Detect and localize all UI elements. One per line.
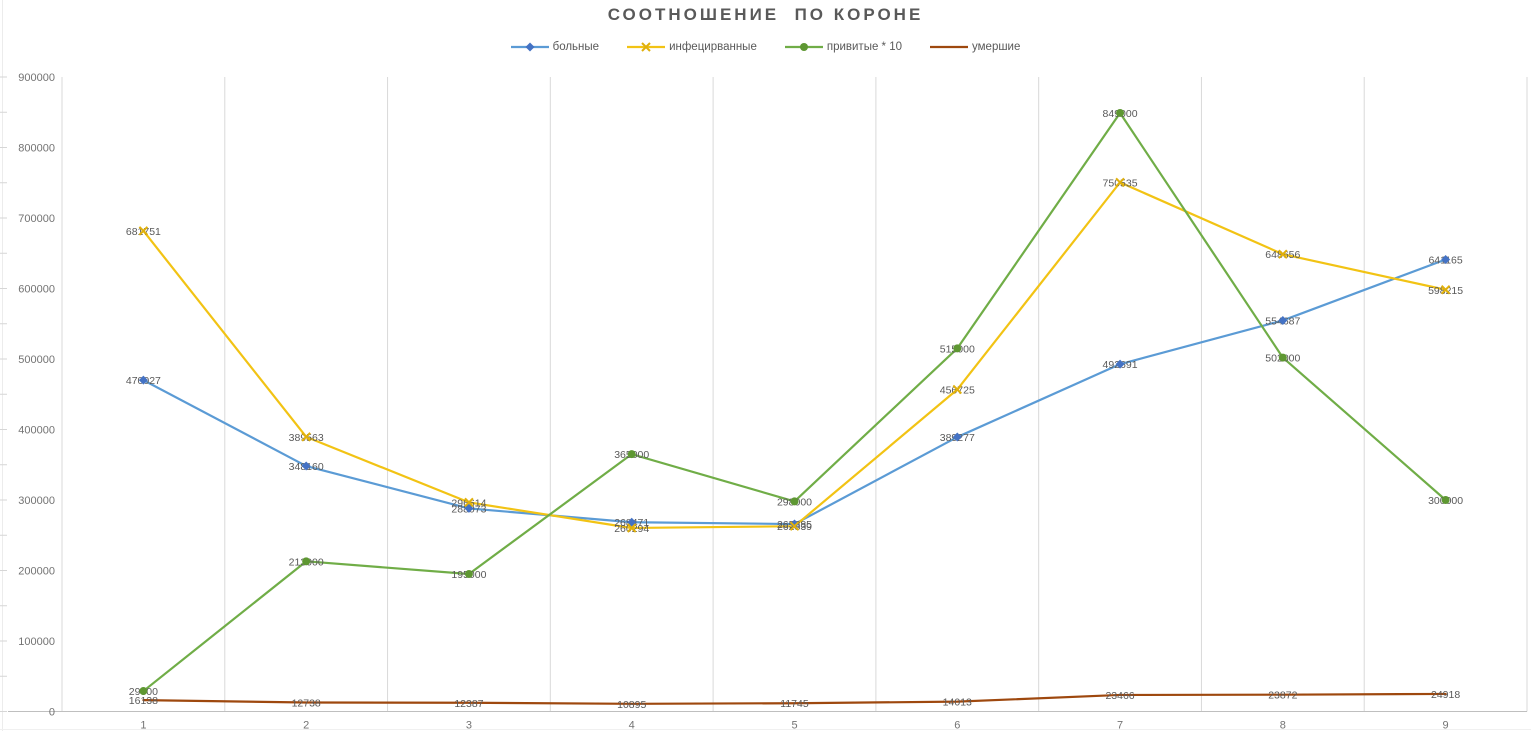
sheet-bottom-border bbox=[0, 729, 1531, 730]
x-tick-label: 2 bbox=[303, 720, 309, 731]
legend-swatch-icon bbox=[510, 42, 549, 52]
x-tick-label: 6 bbox=[954, 720, 960, 731]
circle-marker-icon[interactable] bbox=[302, 557, 311, 566]
data-label: 23872 bbox=[1268, 690, 1297, 702]
circle-marker-icon[interactable] bbox=[953, 344, 962, 353]
y-tick-label: 700000 bbox=[18, 213, 55, 225]
chart-title: СООТНОШЕНИЕ ПО КОРОНЕ bbox=[607, 5, 924, 24]
y-tick-label: 900000 bbox=[18, 72, 55, 84]
x-marker-icon[interactable] bbox=[301, 432, 311, 442]
y-tick-label: 500000 bbox=[18, 354, 55, 366]
data-label: 16138 bbox=[129, 695, 158, 707]
diamond-marker-icon[interactable] bbox=[1441, 254, 1451, 264]
diamond-marker-icon[interactable] bbox=[790, 519, 799, 529]
x-marker-icon[interactable] bbox=[1278, 249, 1288, 259]
data-label: 23466 bbox=[1105, 690, 1134, 702]
sheet-left-border bbox=[2, 0, 3, 731]
y-tick-label: 300000 bbox=[18, 495, 55, 507]
x-tick-label: 7 bbox=[1117, 720, 1123, 731]
series-line-0[interactable] bbox=[142, 258, 1447, 526]
data-label: 12738 bbox=[292, 698, 321, 710]
x-tick-label: 9 bbox=[1443, 720, 1449, 731]
legend-label: умершие bbox=[972, 41, 1021, 53]
y-tick-label: 200000 bbox=[18, 566, 55, 578]
y-tick-label: 800000 bbox=[18, 143, 55, 155]
circle-marker-icon[interactable] bbox=[627, 450, 636, 459]
x-tick-label: 1 bbox=[140, 720, 146, 731]
x-tick-label: 5 bbox=[791, 720, 797, 731]
x-marker-icon[interactable] bbox=[627, 523, 637, 533]
legend-label: инфециpванные bbox=[669, 41, 757, 53]
y-tick-label: 400000 bbox=[18, 425, 55, 437]
diamond-marker-icon[interactable] bbox=[1278, 315, 1288, 325]
circle-marker-icon[interactable] bbox=[790, 497, 799, 506]
x-marker-icon[interactable] bbox=[789, 521, 800, 531]
circle-marker-icon[interactable] bbox=[1278, 353, 1287, 362]
circle-marker-icon[interactable] bbox=[1116, 108, 1125, 117]
data-label: 12387 bbox=[454, 698, 483, 710]
legend-label: привитые * 10 bbox=[826, 41, 903, 53]
legend-swatch-icon bbox=[784, 43, 823, 51]
legend-label: больные bbox=[552, 41, 600, 53]
diamond-marker-icon[interactable] bbox=[1115, 359, 1125, 369]
x-tick-label: 4 bbox=[629, 720, 635, 731]
legend-item[interactable]: больные bbox=[510, 41, 600, 53]
legend: больные инфециpванные привитые * 10 умершие bbox=[0, 41, 1531, 53]
x-tick-label: 3 bbox=[466, 720, 472, 731]
y-tick-label: 100000 bbox=[18, 636, 55, 648]
x-tick-label: 8 bbox=[1280, 720, 1286, 731]
series-line-2[interactable] bbox=[142, 111, 1447, 693]
series-line-1[interactable] bbox=[142, 181, 1447, 530]
circle-marker-icon[interactable] bbox=[799, 43, 808, 51]
legend-swatch-icon bbox=[930, 45, 969, 49]
data-label: 11745 bbox=[780, 698, 809, 710]
legend-swatch-icon bbox=[627, 42, 666, 52]
x-marker-icon[interactable] bbox=[1115, 177, 1125, 188]
diamond-marker-icon[interactable] bbox=[525, 42, 535, 52]
x-marker-icon[interactable] bbox=[1440, 285, 1451, 295]
diamond-marker-icon[interactable] bbox=[464, 503, 474, 513]
legend-item[interactable]: инфециpванные bbox=[627, 41, 757, 53]
y-tick-label: 600000 bbox=[18, 284, 55, 296]
x-marker-icon[interactable] bbox=[641, 42, 651, 52]
legend-item[interactable]: привитые * 10 bbox=[784, 41, 903, 53]
x-marker-icon[interactable] bbox=[464, 497, 474, 508]
diamond-marker-icon[interactable] bbox=[952, 432, 962, 442]
data-label: 10895 bbox=[617, 699, 646, 711]
x-marker-icon[interactable] bbox=[952, 384, 962, 395]
diamond-marker-icon[interactable] bbox=[301, 461, 311, 471]
data-label: 24918 bbox=[1431, 689, 1460, 701]
y-tick-label: 0 bbox=[49, 707, 55, 719]
circle-marker-icon[interactable] bbox=[464, 570, 473, 579]
diamond-marker-icon[interactable] bbox=[138, 375, 148, 385]
x-marker-icon[interactable] bbox=[138, 226, 149, 236]
data-label: 14013 bbox=[943, 697, 972, 709]
series-line-3[interactable] bbox=[142, 692, 1447, 705]
circle-marker-icon[interactable] bbox=[1441, 496, 1450, 504]
legend-item[interactable]: умершие bbox=[930, 41, 1020, 53]
circle-marker-icon[interactable] bbox=[139, 687, 148, 696]
